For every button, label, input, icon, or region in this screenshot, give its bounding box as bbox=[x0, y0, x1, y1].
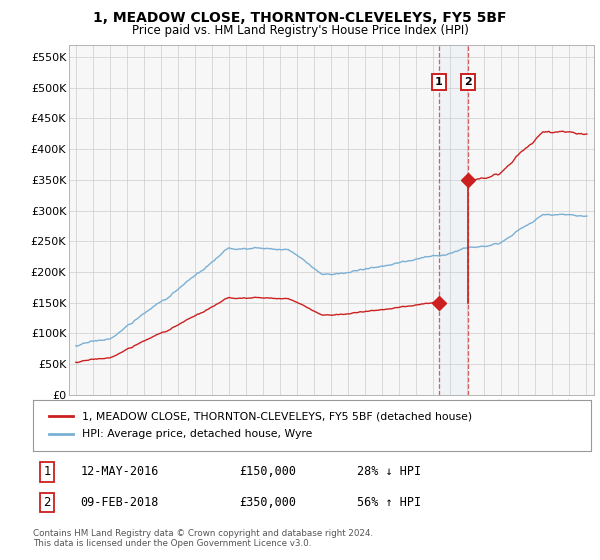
Text: 09-FEB-2018: 09-FEB-2018 bbox=[80, 496, 159, 509]
Text: Contains HM Land Registry data © Crown copyright and database right 2024.: Contains HM Land Registry data © Crown c… bbox=[33, 529, 373, 538]
Text: 1: 1 bbox=[435, 77, 443, 87]
Text: 56% ↑ HPI: 56% ↑ HPI bbox=[356, 496, 421, 509]
Text: £350,000: £350,000 bbox=[239, 496, 296, 509]
Text: 28% ↓ HPI: 28% ↓ HPI bbox=[356, 465, 421, 478]
Text: 1: 1 bbox=[43, 465, 50, 478]
Text: £150,000: £150,000 bbox=[239, 465, 296, 478]
Text: 2: 2 bbox=[43, 496, 50, 509]
Text: 1, MEADOW CLOSE, THORNTON-CLEVELEYS, FY5 5BF: 1, MEADOW CLOSE, THORNTON-CLEVELEYS, FY5… bbox=[93, 11, 507, 25]
Text: Price paid vs. HM Land Registry's House Price Index (HPI): Price paid vs. HM Land Registry's House … bbox=[131, 24, 469, 36]
Bar bbox=[439, 45, 468, 395]
Legend: 1, MEADOW CLOSE, THORNTON-CLEVELEYS, FY5 5BF (detached house), HPI: Average pric: 1, MEADOW CLOSE, THORNTON-CLEVELEYS, FY5… bbox=[44, 407, 478, 445]
Text: 12-MAY-2016: 12-MAY-2016 bbox=[80, 465, 159, 478]
Text: 2: 2 bbox=[464, 77, 472, 87]
Text: This data is licensed under the Open Government Licence v3.0.: This data is licensed under the Open Gov… bbox=[33, 539, 311, 548]
